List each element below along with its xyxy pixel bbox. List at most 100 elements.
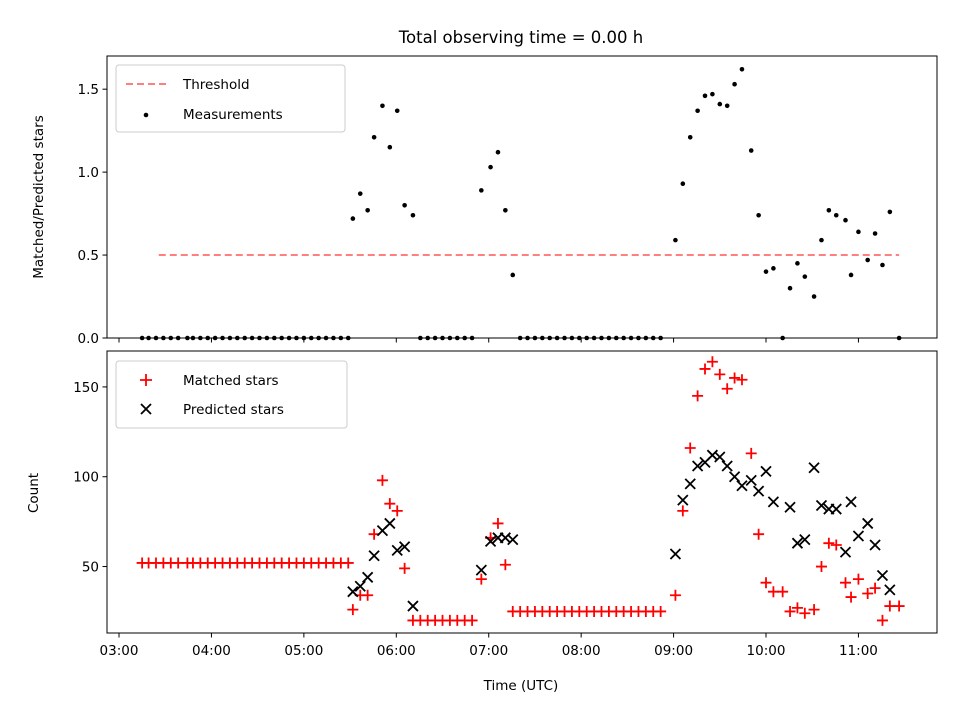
matched-star-point [492, 517, 504, 529]
matched-star-point [706, 356, 718, 368]
measurement-point [702, 93, 708, 99]
bottom-legend-box [115, 360, 348, 429]
measurement-point [495, 149, 501, 155]
matched-star-point [391, 505, 403, 517]
matched-star-point [823, 537, 835, 549]
measurement-point [680, 181, 686, 187]
measurement-point [717, 101, 723, 107]
measurement-point [673, 237, 678, 243]
matched-star-point [736, 374, 748, 386]
predicted-star-point [407, 600, 419, 612]
matched-star-point [475, 573, 487, 585]
predicted-star-point [677, 494, 689, 506]
predicted-star-point [784, 501, 796, 513]
matched-star-point [784, 605, 796, 617]
predicted-star-point [799, 533, 811, 546]
measurement-point [848, 272, 854, 278]
matched-star-point [714, 368, 726, 380]
matched-star-point [876, 614, 888, 626]
x-tick-label: 04:00 [192, 643, 231, 659]
matched-star-point [808, 604, 820, 616]
predicted-star-point [876, 569, 889, 582]
predicted-star-point [760, 465, 772, 477]
measurement-point [771, 266, 776, 271]
measurement-point [710, 91, 715, 97]
measurement-point [503, 207, 508, 213]
measurement-point [795, 261, 800, 266]
matched-star-point [745, 447, 757, 459]
bottom-plot-area: 03:00 04:00 05:00 06:00 07:00 08:00 09:00 10:00… [73, 350, 938, 659]
measurements-legend-label: Measurements [183, 107, 283, 123]
measurement-point [865, 257, 870, 263]
measurement-point [811, 294, 817, 299]
measurement-point [763, 269, 769, 274]
predicted-stars-legend-label: Predicted stars [183, 402, 284, 418]
measurement-point [739, 66, 745, 72]
matched-star-point [760, 577, 772, 589]
predicted-star-point [745, 474, 757, 486]
predicted-star-point [354, 580, 366, 592]
measurement-point [488, 164, 493, 170]
measurement-point [687, 134, 693, 140]
predicted-star-point [869, 539, 881, 551]
measurement-point [887, 209, 893, 215]
predicted-star-point [507, 533, 519, 546]
matched-star-point [815, 561, 827, 573]
predicted-star-point [862, 517, 874, 530]
matched-star-point [767, 586, 779, 598]
measurement-point [787, 285, 793, 291]
top-legend-box [115, 64, 346, 133]
bottom-y-tick-label: 50 [82, 560, 99, 576]
matched-star-point [677, 505, 689, 517]
matched-star-point [362, 589, 374, 601]
matched-star-point [466, 614, 478, 626]
top-y-axis-label: Matched/Predicted stars [31, 115, 47, 278]
predicted-star-point [691, 460, 704, 472]
predicted-star-point [347, 586, 359, 598]
matched-stars-legend-swatch [140, 374, 152, 386]
matched-star-point [172, 557, 184, 569]
matched-star-point [729, 372, 741, 384]
measurement-point [833, 212, 839, 218]
predicted-star-point [475, 564, 487, 576]
measurement-point [365, 207, 370, 213]
bottom-y-axis-label: Count [26, 473, 42, 513]
bottom-y-tick-label: 100 [73, 470, 99, 486]
predicted-star-point [391, 544, 403, 557]
measurement-point [732, 81, 737, 87]
measurement-point [387, 144, 393, 150]
matched-star-point [721, 383, 733, 395]
x-tick-label: 05:00 [284, 643, 323, 659]
matched-star-point [342, 557, 354, 569]
matched-star-point [862, 587, 874, 599]
matched-star-point [376, 474, 388, 486]
measurements-legend-swatch [143, 112, 149, 118]
predicted-star-point [884, 584, 896, 596]
predicted-stars-legend-swatch [140, 403, 152, 415]
x-tick-label: 07:00 [469, 643, 508, 659]
matched-star-point [347, 604, 359, 616]
bottom-legend: Matched stars Predicted stars [115, 360, 348, 429]
predicted-star-point [684, 478, 696, 490]
predicted-star-point [384, 517, 396, 530]
matched-star-point [791, 602, 803, 614]
predicted-star-point [484, 535, 497, 548]
x-tick-label: 11:00 [839, 643, 878, 659]
x-tick-label: 10:00 [747, 643, 786, 659]
measurement-point [695, 108, 700, 114]
top-y-tick-label: 0.0 [78, 331, 99, 347]
matched-stars-legend-label: Matched stars [183, 373, 279, 389]
matched-star-point [884, 600, 896, 612]
measurement-point [350, 216, 356, 221]
measurement-point [357, 191, 363, 196]
predicted-star-point [362, 571, 374, 583]
measurement-point [410, 212, 416, 218]
predicted-star-point [767, 496, 780, 508]
measurement-point [826, 207, 832, 213]
predicted-star-point [669, 548, 682, 560]
measurement-point [880, 262, 885, 268]
matched-star-point [655, 605, 667, 617]
x-tick-label: 09:00 [654, 643, 693, 659]
top-legend: Threshold Measurements [115, 64, 346, 133]
predicted-star-point [830, 503, 842, 515]
